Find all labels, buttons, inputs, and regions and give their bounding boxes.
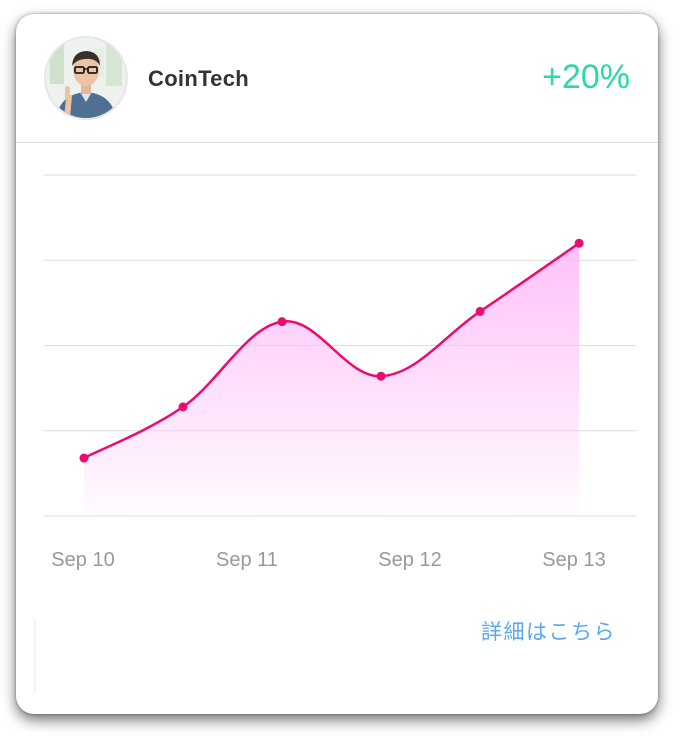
x-tick-label: Sep 12: [378, 549, 441, 571]
x-tick-label: Sep 13: [542, 549, 605, 571]
data-point: [79, 453, 89, 463]
faint-divider: [34, 620, 36, 692]
details-link[interactable]: 詳細はこちら: [481, 621, 616, 644]
data-point: [178, 402, 188, 412]
chart-line: [83, 242, 580, 460]
user-avatar-icon: [46, 38, 126, 118]
data-point: [574, 238, 584, 248]
change-percentage: +20%: [542, 58, 630, 96]
page-title: CoinTech: [148, 66, 249, 91]
price-chart: Sep 10 Sep 11 Sep 12 Sep 13: [44, 174, 636, 571]
stock-card: CoinTech +20% Sep 10 Sep 11 Sep 12 Sep 13 詳…: [16, 14, 658, 714]
chart-area: [84, 243, 580, 516]
x-tick-label: Sep 11: [216, 549, 278, 571]
card-header: CoinTech +20%: [16, 14, 658, 143]
data-point: [277, 317, 287, 327]
data-point: [475, 306, 485, 316]
x-tick-label: Sep 10: [51, 549, 114, 571]
data-point: [376, 371, 386, 381]
avatar: [44, 36, 128, 120]
